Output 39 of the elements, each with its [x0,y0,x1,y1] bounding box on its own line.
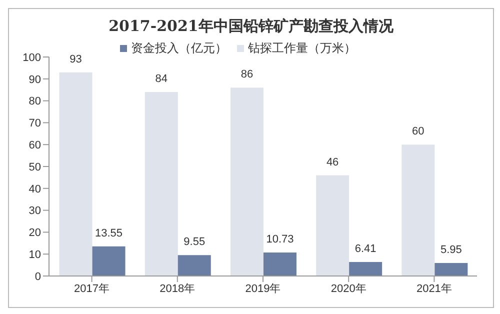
x-tick-label: 2019年 [245,282,281,295]
y-tick-label: 50 [28,161,41,174]
legend-label: 钻探工作量（万米） [248,41,356,55]
bar [178,255,211,276]
legend-label: 资金投入（亿元） [131,41,227,55]
bar [263,252,296,276]
x-tick-label: 2020年 [330,282,366,295]
bar [144,92,178,276]
y-tick-label: 40 [28,183,41,196]
data-label: 93 [70,53,82,66]
bar [316,175,350,276]
bar [92,246,126,276]
x-tick-label: 2021年 [416,282,452,295]
y-tick-label: 100 [22,52,41,64]
data-label: 9.55 [184,236,206,248]
x-tick-label: 2018年 [160,282,196,295]
data-label: 6.41 [354,242,376,255]
chart-title: 2017-2021年中国铅锌矿产勘查投入情况 [108,17,394,36]
y-tick-label: 10 [28,249,41,262]
data-label: 5.95 [440,244,462,256]
x-tick-label: 2017年 [74,282,110,295]
y-tick-label: 20 [28,227,41,240]
y-tick-label: 70 [28,118,41,130]
bar [349,262,382,276]
bar [402,144,435,276]
bar [59,72,92,276]
data-label: 46 [326,156,339,168]
data-label: 84 [155,73,168,86]
data-label: 86 [240,68,254,81]
y-tick-label: 90 [28,74,41,86]
y-tick-label: 60 [28,140,41,152]
y-tick-label: 80 [28,96,41,108]
data-label: 60 [412,126,424,138]
y-tick-label: 30 [28,205,41,218]
bar [434,262,468,276]
data-label: 10.73 [266,234,294,246]
data-label: 13.55 [95,227,123,240]
bar [230,88,264,276]
y-tick-label: 0 [34,270,41,283]
